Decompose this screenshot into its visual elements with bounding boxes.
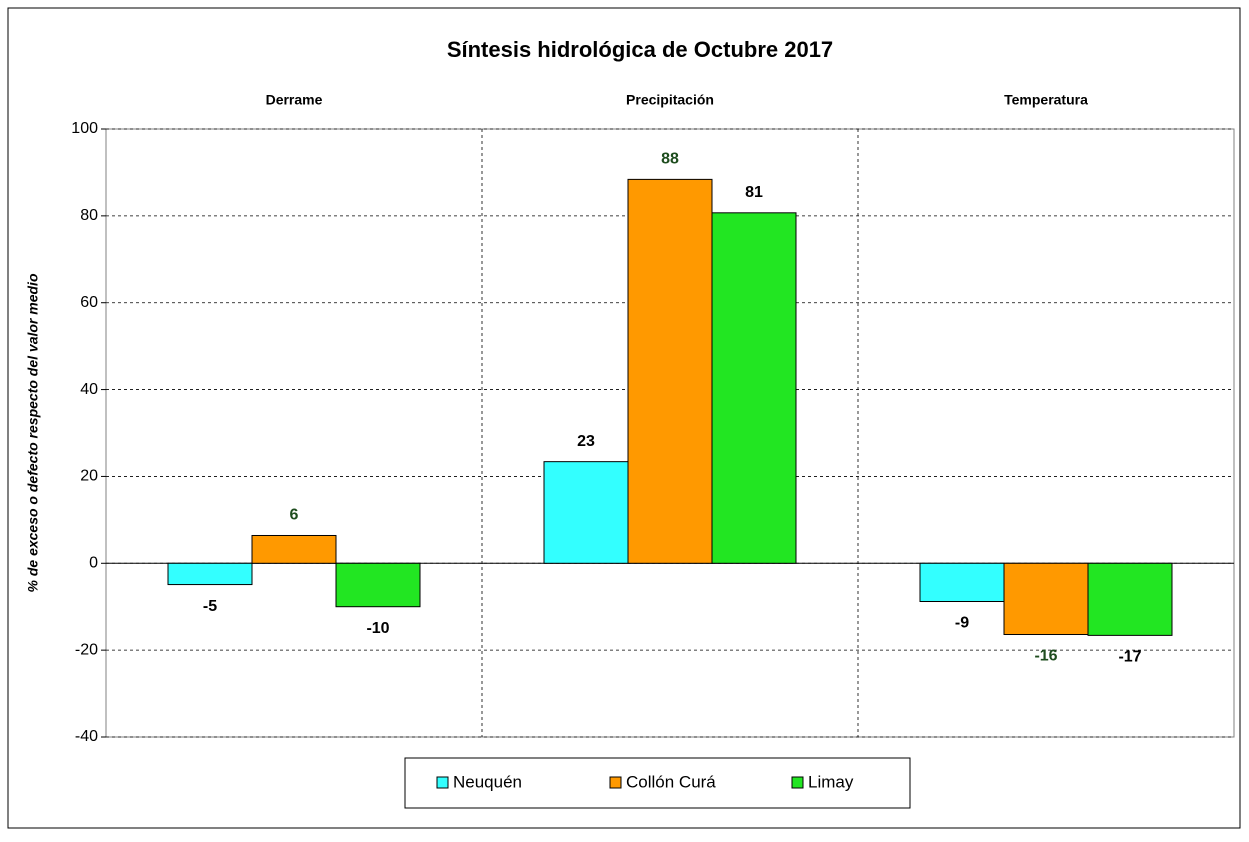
bar — [335, 562, 421, 608]
legend-label: Limay — [808, 772, 854, 791]
chart-title: Síntesis hidrológica de Octubre 2017 — [447, 37, 833, 62]
data-label: 81 — [745, 184, 763, 201]
bar — [167, 562, 253, 586]
data-label: -10 — [366, 620, 389, 637]
legend-swatch — [609, 776, 622, 789]
data-label: 6 — [290, 507, 299, 524]
bar — [543, 461, 629, 564]
bar — [1003, 562, 1089, 636]
y-tick-label: -20 — [75, 641, 98, 658]
category-label: Temperatura — [1004, 92, 1088, 108]
y-tick-label: 40 — [80, 381, 98, 398]
legend-swatch — [436, 776, 449, 789]
bar — [1087, 562, 1173, 636]
y-axis-label: % de exceso o defecto respecto del valor… — [25, 273, 41, 592]
data-label: 88 — [661, 151, 679, 168]
data-label: -9 — [955, 615, 969, 632]
legend-label: Collón Curá — [626, 772, 716, 791]
data-label: -17 — [1118, 649, 1141, 666]
y-tick-label: 80 — [80, 207, 98, 224]
category-label: Derrame — [266, 92, 323, 108]
data-label: -16 — [1034, 648, 1057, 665]
y-tick-label: 0 — [89, 555, 98, 572]
y-tick-label: 20 — [80, 468, 98, 485]
bar — [919, 562, 1005, 603]
legend-label: Neuquén — [453, 772, 522, 791]
category-label: Precipitación — [626, 92, 714, 108]
data-label: -5 — [203, 598, 217, 615]
y-tick-label: -40 — [75, 728, 98, 745]
y-tick-label: 60 — [80, 294, 98, 311]
bar — [711, 212, 797, 564]
y-tick-label: 100 — [71, 120, 98, 137]
legend-box — [404, 757, 911, 809]
bar — [627, 178, 713, 564]
data-label: 23 — [577, 433, 595, 450]
legend-swatch — [791, 776, 804, 789]
bar — [251, 534, 337, 564]
